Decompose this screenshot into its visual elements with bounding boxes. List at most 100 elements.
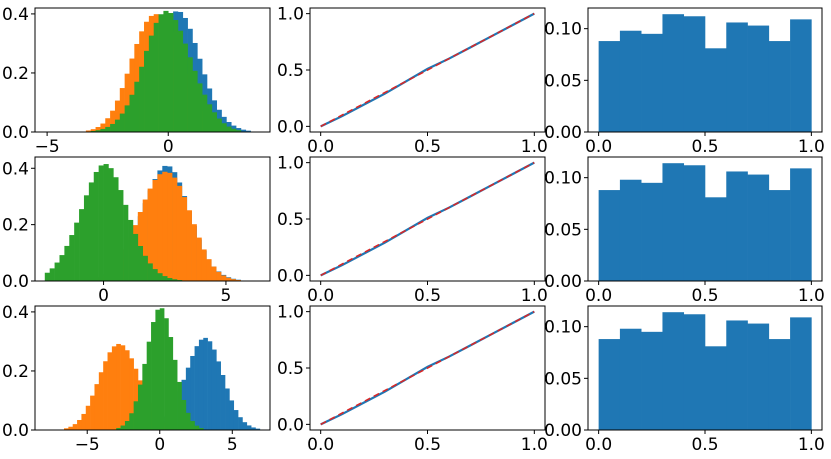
hist-bar-orange (94, 384, 100, 430)
x-tick-label: 0.5 (414, 286, 441, 306)
y-tick-label: 0.05 (544, 369, 582, 389)
bar (705, 197, 727, 281)
x-tick-label: 0.0 (585, 435, 612, 455)
hist-bar-blue (229, 400, 235, 430)
hist-bar-green (124, 105, 130, 132)
hist-bar-green (123, 204, 129, 281)
hist-bar-green (144, 50, 150, 132)
bar (768, 339, 791, 430)
hist-bar-green (181, 399, 187, 430)
bar (619, 328, 642, 430)
hist-bar-green (95, 130, 101, 132)
hist-bar-green (157, 273, 163, 281)
hist-bar-orange (124, 73, 130, 132)
bar (619, 30, 642, 132)
y-tick-label: 0.10 (544, 20, 582, 40)
hist-bar-orange (162, 171, 168, 281)
hist-bar-green (197, 83, 203, 132)
bar (747, 25, 770, 132)
subplot-r0c0: −5 0 0.0 0.2 0.4 (2, 5, 271, 157)
hist-bar-green (113, 177, 119, 281)
bar (726, 171, 748, 281)
hist-bar-orange (201, 249, 207, 281)
subplot-r0c2: 0.0 0.5 1.0 0.00 0.05 0.10 (544, 7, 825, 157)
y-tick-label: 0.5 (277, 210, 304, 230)
y-tick-label: 0.0 (277, 266, 304, 286)
hist-bar-green (108, 168, 114, 281)
hist-bar-green (59, 255, 65, 281)
hist-bar-green (187, 57, 193, 132)
hist-bar-green (132, 233, 139, 281)
hist-bar-orange (172, 177, 178, 281)
hist-bar-green (88, 182, 95, 281)
hist-bar-green (177, 30, 184, 133)
y-tick-label: 0.2 (2, 216, 29, 236)
y-tick-label: 0.0 (277, 117, 304, 137)
hist-bar-orange (103, 361, 108, 430)
hist-bar-orange (64, 428, 69, 430)
hist-bar-blue (242, 422, 248, 430)
hist-bar-green (168, 337, 174, 430)
hist-bar-green (172, 359, 178, 430)
hist-bar-blue (194, 346, 200, 430)
y-tick-label: 0.5 (277, 61, 304, 81)
hist-bar-green (151, 322, 156, 430)
hist-bar-orange (116, 343, 121, 430)
bar (768, 41, 791, 132)
hist-bar-orange (81, 413, 87, 430)
subplot-r2c0: −5 0 5 0.0 0.2 0.4 (2, 303, 271, 455)
hist-bar-orange (129, 358, 134, 430)
bar (662, 14, 685, 133)
hist-bar-orange (100, 123, 106, 132)
x-tick-label: 0 (98, 286, 109, 306)
y-tick-label: 0.00 (544, 272, 582, 292)
x-tick-label: 5 (227, 435, 238, 455)
hist-bar-green (103, 164, 109, 281)
bar (598, 41, 621, 132)
hist-bar-orange (95, 127, 101, 132)
hist-bar-orange (216, 271, 222, 281)
hist-bar-blue (185, 367, 191, 430)
x-tick-label: 1.0 (798, 137, 825, 157)
bar (790, 317, 812, 430)
y-tick-label: 0.10 (544, 318, 582, 338)
subplot-r2c2: 0.0 0.5 1.0 0.00 0.05 0.10 (544, 305, 825, 455)
y-tick-label: 1.0 (277, 5, 304, 25)
hist-bar-orange (124, 350, 130, 430)
hist-bar-blue (211, 349, 217, 430)
bar (619, 179, 642, 281)
axes-frame (34, 305, 271, 431)
hist-bar-green (124, 420, 130, 430)
hist-bar-orange (107, 352, 113, 430)
hist-bar-orange (181, 197, 188, 281)
hist-bar-green (173, 20, 179, 132)
hist-bar-orange (221, 275, 227, 281)
bar (641, 182, 663, 281)
hist-bar-orange (157, 174, 163, 281)
hist-bar-green (152, 269, 158, 281)
bar (768, 190, 791, 281)
x-tick-label: −5 (75, 435, 100, 455)
hist-bar-green (194, 425, 200, 430)
x-tick-label: 0.5 (414, 137, 441, 157)
axes-frame (34, 7, 271, 133)
hist-bar-green (137, 384, 143, 430)
subplot-r1c2: 0.0 0.5 1.0 0.00 0.05 0.10 (544, 156, 825, 306)
x-tick-label: 0.0 (307, 137, 334, 157)
bar (790, 19, 812, 132)
hist-bar-green (182, 43, 188, 133)
y-tick-label: 0.0 (277, 415, 304, 435)
bar (747, 174, 770, 281)
hist-bar-green (216, 118, 222, 132)
hist-bar-orange (211, 266, 217, 281)
hist-bar-green (119, 113, 125, 132)
bar (641, 331, 663, 430)
y-tick-label: 0.5 (277, 359, 304, 379)
hist-bar-blue (233, 410, 239, 430)
x-tick-label: 1.0 (521, 435, 548, 455)
y-tick-label: 0.4 (2, 5, 29, 25)
hist-bar-orange (77, 419, 82, 430)
hist-bar-green (164, 318, 169, 430)
hist-bar-green (162, 276, 168, 281)
hist-bar-green (168, 13, 174, 133)
